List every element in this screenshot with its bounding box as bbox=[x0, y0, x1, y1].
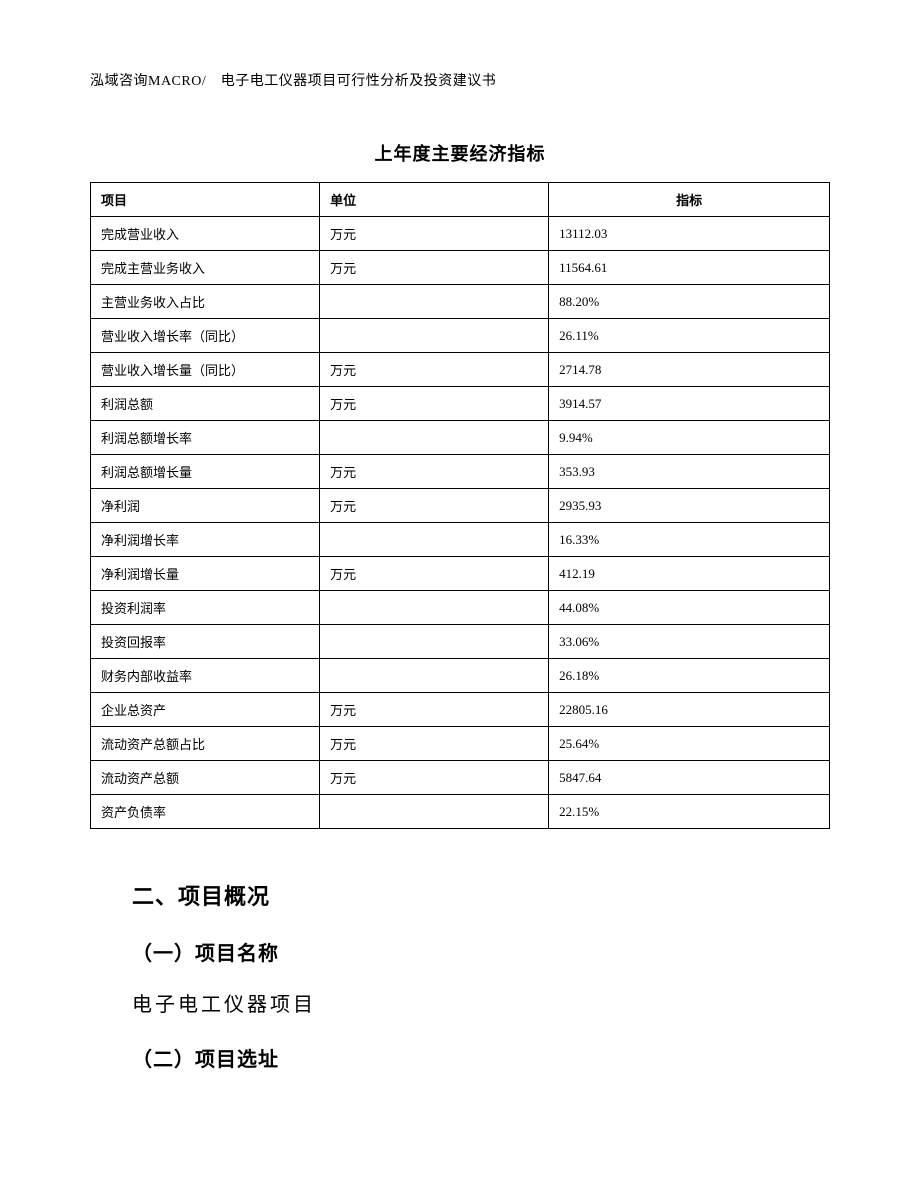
table-cell: 企业总资产 bbox=[91, 693, 320, 727]
table-cell: 26.11% bbox=[549, 319, 830, 353]
table-cell: 主营业务收入占比 bbox=[91, 285, 320, 319]
table-row: 利润总额增长量万元353.93 bbox=[91, 455, 830, 489]
table-row: 完成营业收入万元13112.03 bbox=[91, 217, 830, 251]
table-cell bbox=[320, 795, 549, 829]
table-header-row: 项目 单位 指标 bbox=[91, 183, 830, 217]
table-row: 财务内部收益率 26.18% bbox=[91, 659, 830, 693]
table-cell: 11564.61 bbox=[549, 251, 830, 285]
table-cell: 万元 bbox=[320, 455, 549, 489]
table-cell: 投资利润率 bbox=[91, 591, 320, 625]
table-cell: 16.33% bbox=[549, 523, 830, 557]
table-cell: 353.93 bbox=[549, 455, 830, 489]
table-header-indicator: 指标 bbox=[549, 183, 830, 217]
table-cell: 3914.57 bbox=[549, 387, 830, 421]
table-cell: 22.15% bbox=[549, 795, 830, 829]
table-cell: 营业收入增长量（同比） bbox=[91, 353, 320, 387]
body-text-project-name: 电子电工仪器项目 bbox=[132, 988, 830, 1017]
table-cell: 利润总额 bbox=[91, 387, 320, 421]
economic-indicators-table: 项目 单位 指标 完成营业收入万元13112.03完成主营业务收入万元11564… bbox=[90, 182, 830, 829]
table-cell: 万元 bbox=[320, 353, 549, 387]
table-cell: 完成主营业务收入 bbox=[91, 251, 320, 285]
table-cell: 万元 bbox=[320, 251, 549, 285]
table-cell: 2714.78 bbox=[549, 353, 830, 387]
table-cell: 9.94% bbox=[549, 421, 830, 455]
table-cell: 流动资产总额 bbox=[91, 761, 320, 795]
table-row: 投资回报率 33.06% bbox=[91, 625, 830, 659]
table-cell: 2935.93 bbox=[549, 489, 830, 523]
table-cell: 万元 bbox=[320, 387, 549, 421]
table-cell: 净利润 bbox=[91, 489, 320, 523]
table-cell: 营业收入增长率（同比） bbox=[91, 319, 320, 353]
table-cell bbox=[320, 285, 549, 319]
table-cell: 净利润增长量 bbox=[91, 557, 320, 591]
table-row: 完成主营业务收入万元11564.61 bbox=[91, 251, 830, 285]
table-row: 主营业务收入占比 88.20% bbox=[91, 285, 830, 319]
table-cell: 26.18% bbox=[549, 659, 830, 693]
table-cell: 完成营业收入 bbox=[91, 217, 320, 251]
table-cell bbox=[320, 591, 549, 625]
table-row: 营业收入增长率（同比） 26.11% bbox=[91, 319, 830, 353]
table-cell: 88.20% bbox=[549, 285, 830, 319]
table-cell: 33.06% bbox=[549, 625, 830, 659]
table-cell: 利润总额增长率 bbox=[91, 421, 320, 455]
table-cell: 流动资产总额占比 bbox=[91, 727, 320, 761]
table-cell: 412.19 bbox=[549, 557, 830, 591]
table-cell: 利润总额增长量 bbox=[91, 455, 320, 489]
table-cell: 万元 bbox=[320, 693, 549, 727]
table-header-unit: 单位 bbox=[320, 183, 549, 217]
table-cell: 万元 bbox=[320, 727, 549, 761]
table-cell bbox=[320, 421, 549, 455]
table-row: 资产负债率 22.15% bbox=[91, 795, 830, 829]
table-cell: 44.08% bbox=[549, 591, 830, 625]
table-cell bbox=[320, 659, 549, 693]
table-cell bbox=[320, 625, 549, 659]
table-cell: 资产负债率 bbox=[91, 795, 320, 829]
subsection-heading-1: （一）项目名称 bbox=[132, 937, 830, 966]
table-row: 利润总额增长率 9.94% bbox=[91, 421, 830, 455]
table-cell bbox=[320, 319, 549, 353]
table-cell: 万元 bbox=[320, 489, 549, 523]
table-cell: 5847.64 bbox=[549, 761, 830, 795]
section-heading-2: 二、项目概况 bbox=[132, 879, 830, 911]
page-header: 泓域咨询MACRO/ 电子电工仪器项目可行性分析及投资建议书 bbox=[90, 70, 830, 90]
table-cell: 投资回报率 bbox=[91, 625, 320, 659]
table-cell bbox=[320, 523, 549, 557]
table-cell: 22805.16 bbox=[549, 693, 830, 727]
table-row: 净利润增长量万元412.19 bbox=[91, 557, 830, 591]
table-row: 企业总资产万元22805.16 bbox=[91, 693, 830, 727]
table-header-project: 项目 bbox=[91, 183, 320, 217]
table-cell: 净利润增长率 bbox=[91, 523, 320, 557]
table-cell: 万元 bbox=[320, 217, 549, 251]
table-title: 上年度主要经济指标 bbox=[90, 140, 830, 166]
table-cell: 13112.03 bbox=[549, 217, 830, 251]
table-row: 流动资产总额占比万元25.64% bbox=[91, 727, 830, 761]
table-cell: 万元 bbox=[320, 557, 549, 591]
table-row: 净利润万元2935.93 bbox=[91, 489, 830, 523]
table-row: 投资利润率 44.08% bbox=[91, 591, 830, 625]
table-row: 净利润增长率 16.33% bbox=[91, 523, 830, 557]
table-cell: 万元 bbox=[320, 761, 549, 795]
table-cell: 财务内部收益率 bbox=[91, 659, 320, 693]
table-cell: 25.64% bbox=[549, 727, 830, 761]
subsection-heading-2: （二）项目选址 bbox=[132, 1043, 830, 1072]
table-row: 利润总额万元3914.57 bbox=[91, 387, 830, 421]
table-row: 营业收入增长量（同比）万元2714.78 bbox=[91, 353, 830, 387]
table-row: 流动资产总额万元5847.64 bbox=[91, 761, 830, 795]
